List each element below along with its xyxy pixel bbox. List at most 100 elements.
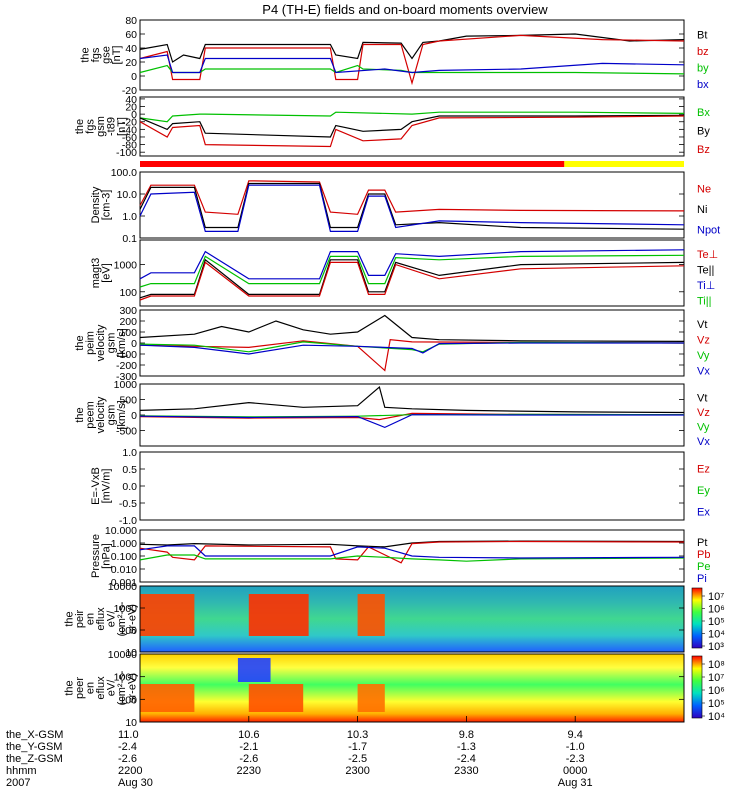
colorbar-tick-label: 10⁷ (708, 672, 724, 684)
y-axis-label: sr-eV) (127, 604, 139, 634)
figure-title: P4 (TH-E) fields and on-board moments ov… (262, 2, 548, 17)
x-tick-label: -2.5 (348, 753, 367, 765)
series-line-bx (139, 54, 685, 74)
spectrogram-block (140, 594, 195, 636)
panel-frame (139, 653, 685, 723)
x-tick-label: -2.6 (239, 753, 258, 765)
x-axis-labels: the_X-GSMthe_Y-GSMthe_Z-GSMhhmm200711.0-… (6, 716, 593, 789)
y-tick-label: 0.010 (111, 564, 137, 576)
y-tick-label: 80 (125, 15, 137, 27)
y-axis-label: (cm²-s- (116, 601, 128, 636)
legend-entry: Npot (697, 225, 720, 237)
x-tick-label: -1.3 (457, 741, 476, 753)
panel-frame (139, 585, 685, 653)
series-line-By (139, 114, 685, 138)
y-tick-label: 0.5 (122, 464, 137, 476)
x-tick-label: Aug 31 (558, 777, 593, 789)
x-axis-row-label: the_Z-GSM (6, 753, 63, 765)
colorbar-tick-label: 10⁵ (708, 698, 725, 710)
y-tick-label: 100 (119, 625, 137, 637)
y-tick-label: -60 (122, 132, 137, 144)
y-tick-label: 1000 (114, 603, 138, 615)
panel-frame (139, 19, 685, 91)
y-axis-label: E=-VxB (90, 467, 102, 505)
legend-entry: Ez (697, 464, 710, 476)
y-tick-label: -40 (122, 124, 137, 136)
y-tick-label: -100 (116, 349, 137, 361)
y-tick-label: 1000 (114, 260, 138, 272)
y-axis-label: gsm (106, 333, 118, 354)
y-tick-label: 0.0 (122, 481, 137, 493)
y-tick-label: 100.0 (111, 167, 137, 179)
legend-entry: bz (697, 46, 709, 58)
y-tick-label: 10000 (108, 649, 137, 661)
y-tick-label: 500 (119, 395, 137, 407)
legend-entry: Ey (697, 485, 710, 497)
y-tick-label: 1000 (114, 379, 138, 391)
x-tick-label: 9.8 (459, 729, 474, 741)
series-line-Bt (139, 33, 685, 63)
y-tick-label: 0 (131, 338, 137, 350)
y-axis-label: gsm (95, 116, 107, 137)
x-tick-label: Aug 30 (118, 777, 153, 789)
y-axis-label: eV/ (106, 610, 118, 627)
series-line-Ti|| (139, 254, 685, 288)
x-tick-label: 2200 (118, 765, 142, 777)
y-axis-label: fgs (85, 119, 97, 134)
colorbar-tick-label: 10⁸ (708, 659, 725, 671)
x-tick-label: -1.7 (348, 741, 367, 753)
y-axis-label: eflux (95, 607, 107, 631)
y-tick-label: 1000 (114, 672, 138, 684)
spectrogram-block (248, 684, 304, 712)
y-tick-label: 0.100 (111, 551, 137, 563)
y-tick-label: 100 (119, 287, 137, 299)
y-tick-label: 10 (125, 647, 137, 659)
x-tick-label: 0000 (563, 765, 587, 777)
y-tick-label: -0.5 (119, 498, 137, 510)
series-line-Vx (139, 342, 684, 355)
series-line-Bx (139, 111, 685, 123)
y-axis-label: peim (85, 331, 97, 355)
spectrogram-block (140, 684, 195, 712)
legend-entry: Te⊥ (697, 249, 718, 261)
y-axis-label: [nT] (116, 117, 128, 136)
legend-entry: Bt (697, 29, 707, 41)
panels: 806040200-20thefgsgse[nT]Btbzbybx40200-2… (64, 15, 726, 729)
y-axis-label: the (79, 47, 91, 62)
legend-entry: Vx (697, 436, 710, 448)
series-line-Vz (139, 339, 685, 372)
y-tick-label: 1.0 (122, 447, 137, 459)
series-line-Vt (139, 314, 685, 342)
series-line-Vx (139, 414, 684, 429)
panel-temperature: 1000 100 magt3[eV] Te⊥ Te|| Ti⊥ Ti|| (90, 239, 718, 307)
y-tick-label: -500 (116, 426, 137, 438)
series-line-Ne (139, 180, 685, 215)
x-tick-label: 11.0 (118, 729, 139, 741)
y-tick-label: 300 (119, 305, 137, 317)
status-bar-red (140, 161, 565, 167)
legend-entry: Bz (697, 144, 710, 156)
series-line-Te|| (139, 258, 685, 299)
x-tick-label: 2330 (454, 765, 478, 777)
legend-entry: Vz (697, 407, 710, 419)
legend-entry: By (697, 126, 710, 138)
legend-entry: Pe (697, 561, 710, 573)
y-axis-label: the (64, 611, 76, 626)
colorbar (691, 587, 703, 649)
y-tick-label: -200 (116, 360, 137, 372)
spectrogram-block (357, 594, 385, 636)
spectrogram-block (248, 594, 309, 636)
legend-entry: Pt (697, 537, 707, 549)
y-axis-label: [mV/m] (100, 469, 112, 504)
legend-entry: Ti⊥ (697, 280, 715, 292)
y-tick-label: 20 (125, 102, 137, 114)
series-line-Ti⊥ (139, 249, 685, 280)
x-tick-label: 10.3 (347, 729, 368, 741)
x-axis-row-label: hhmm (6, 765, 37, 777)
legend-entry: Vy (697, 350, 710, 362)
